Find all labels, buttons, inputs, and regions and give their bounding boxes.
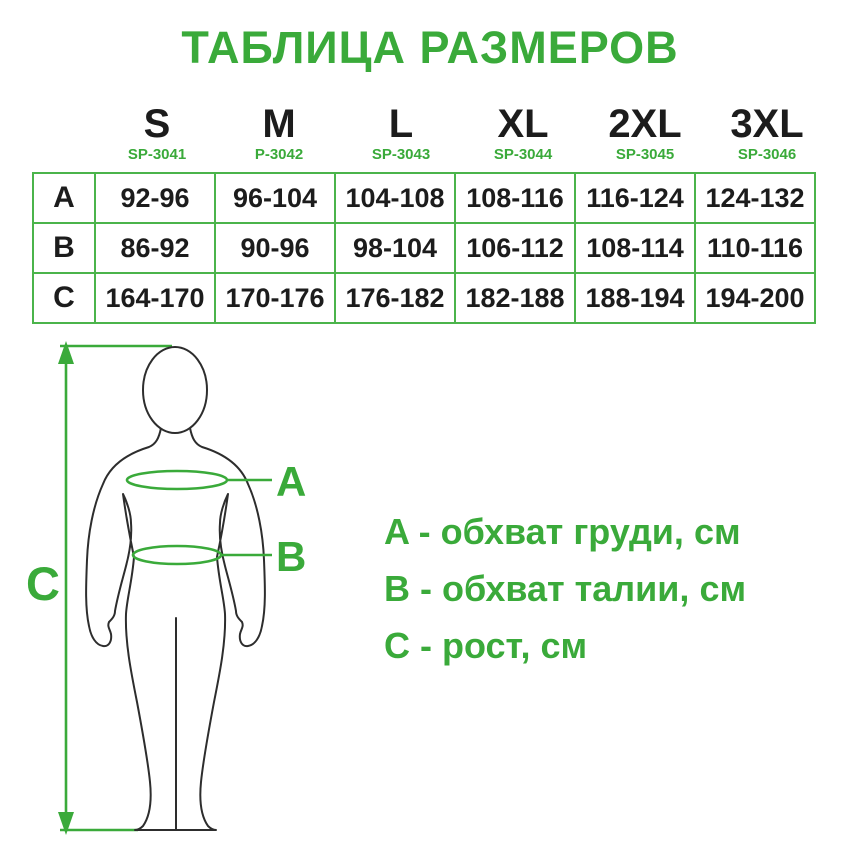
- figure-label-a: A: [276, 458, 306, 505]
- size-col-3xl: 3XL SP-3046: [706, 102, 828, 164]
- cell-a-2xl: 116-124: [574, 172, 696, 224]
- measurements-table: A 92-96 96-104 104-108 108-116 116-124 1…: [32, 172, 816, 324]
- size-header-row: S SP-3041 M P-3042 L SP-3043 XL SP-3044 …: [96, 102, 828, 164]
- body-figure-svg: A B C: [26, 341, 306, 835]
- arrow-down-icon: [58, 812, 74, 835]
- row-label-b: B: [32, 222, 96, 274]
- size-label: XL: [497, 102, 549, 146]
- cell-b-xl: 106-112: [454, 222, 576, 274]
- waist-ellipse: [131, 544, 223, 566]
- size-code: SP-3046: [737, 146, 797, 163]
- cell-b-m: 90-96: [214, 222, 336, 274]
- table-row-b: B 86-92 90-96 98-104 106-112 108-114 110…: [32, 222, 816, 274]
- table-row-c: C 164-170 170-176 176-182 182-188 188-19…: [32, 272, 816, 324]
- cell-c-s: 164-170: [94, 272, 216, 324]
- cell-b-2xl: 108-114: [574, 222, 696, 274]
- size-label: 2XL: [608, 102, 682, 146]
- row-label-a: A: [32, 172, 96, 224]
- cell-b-3xl: 110-116: [694, 222, 816, 274]
- cell-a-m: 96-104: [214, 172, 336, 224]
- body-measurement-figure: A B C: [20, 330, 360, 842]
- cell-b-l: 98-104: [334, 222, 456, 274]
- figure-label-c: C: [26, 557, 60, 610]
- size-code: P-3042: [254, 146, 304, 163]
- legend-item-chest: A - обхват груди, см: [384, 511, 741, 552]
- cell-a-l: 104-108: [334, 172, 456, 224]
- page-title: ТАБЛИЦА РАЗМЕРОВ: [181, 22, 679, 73]
- cell-a-3xl: 124-132: [694, 172, 816, 224]
- table-row-a: A 92-96 96-104 104-108 108-116 116-124 1…: [32, 172, 816, 224]
- arrow-up-icon: [58, 341, 74, 364]
- size-code: SP-3043: [371, 146, 431, 163]
- size-code: SP-3041: [127, 146, 187, 163]
- size-code: SP-3044: [493, 146, 553, 163]
- size-label: 3XL: [730, 102, 804, 146]
- head-outline: [142, 346, 208, 434]
- cell-a-s: 92-96: [94, 172, 216, 224]
- size-code: SP-3045: [615, 146, 675, 163]
- cell-c-3xl: 194-200: [694, 272, 816, 324]
- legend-item-height: C - рост, см: [384, 625, 588, 666]
- cell-c-xl: 182-188: [454, 272, 576, 324]
- cell-c-l: 176-182: [334, 272, 456, 324]
- size-col-l: L SP-3043: [340, 102, 462, 164]
- measurement-legend: A - обхват груди, см B - обхват талии, с…: [384, 503, 746, 674]
- size-col-xl: XL SP-3044: [462, 102, 584, 164]
- legend-item-waist: B - обхват талии, см: [384, 568, 747, 609]
- figure-label-b: B: [276, 533, 306, 580]
- size-col-2xl: 2XL SP-3045: [584, 102, 706, 164]
- size-col-s: S SP-3041: [96, 102, 218, 164]
- chest-ellipse: [125, 469, 229, 491]
- cell-c-m: 170-176: [214, 272, 336, 324]
- size-label: M: [262, 102, 296, 146]
- cell-a-xl: 108-116: [454, 172, 576, 224]
- size-label: S: [143, 102, 171, 146]
- cell-b-s: 86-92: [94, 222, 216, 274]
- size-col-m: M P-3042: [218, 102, 340, 164]
- size-label: L: [388, 102, 414, 146]
- cell-c-2xl: 188-194: [574, 272, 696, 324]
- row-label-c: C: [32, 272, 96, 324]
